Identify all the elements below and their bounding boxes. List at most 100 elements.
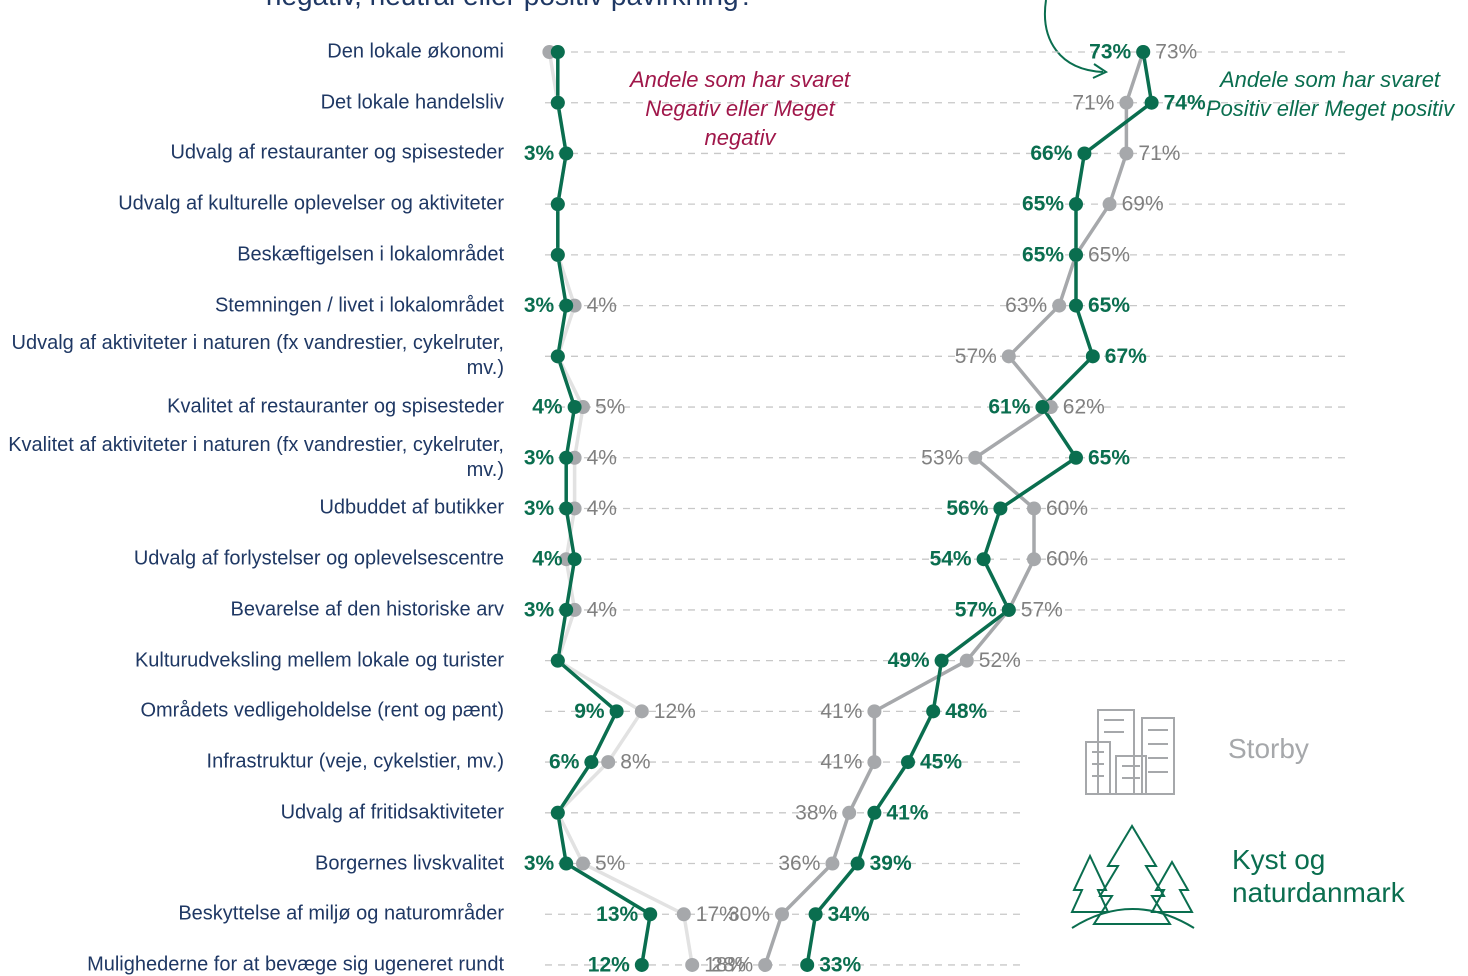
dot <box>584 755 598 769</box>
category-label: Områdets vedligeholdelse (rent og pænt) <box>4 699 504 724</box>
data-label: 41% <box>820 751 862 774</box>
data-label: 12% <box>654 700 696 723</box>
category-label: Udvalg af kulturelle oplevelser og aktiv… <box>4 192 504 217</box>
data-label: 3% <box>524 446 555 469</box>
data-label: 49% <box>888 649 930 672</box>
dot <box>842 806 856 820</box>
data-label: 34% <box>828 903 870 926</box>
data-label: 4% <box>532 396 563 419</box>
dot <box>610 704 624 718</box>
data-label: 3% <box>524 142 555 165</box>
city-icon <box>1086 710 1174 794</box>
data-label: 54% <box>930 548 972 571</box>
dot <box>559 603 573 617</box>
dot <box>1002 349 1016 363</box>
dot <box>1069 248 1083 262</box>
dot <box>775 907 789 921</box>
dot <box>551 197 565 211</box>
negative-annotation: Andele som har svaret Negativ eller Mege… <box>610 65 870 152</box>
data-label: 56% <box>946 497 988 520</box>
data-label: 4% <box>587 446 617 469</box>
dot <box>1119 146 1133 160</box>
data-label: 65% <box>1088 294 1130 317</box>
data-label: 9% <box>574 700 605 723</box>
dot <box>935 654 949 668</box>
data-label: 8% <box>620 751 650 774</box>
nature-icon <box>1072 826 1194 928</box>
data-label: 4% <box>532 548 563 571</box>
dot <box>551 806 565 820</box>
data-label: 60% <box>1046 497 1088 520</box>
dot <box>1119 96 1133 110</box>
dot <box>1002 603 1016 617</box>
data-label: 3% <box>524 852 555 875</box>
dot <box>926 704 940 718</box>
data-label: 73% <box>1089 41 1131 64</box>
dot <box>635 958 649 972</box>
dot <box>601 755 615 769</box>
legend-entry: Kyst og naturdanmark <box>1232 843 1462 909</box>
data-label: 48% <box>945 700 987 723</box>
dot <box>559 451 573 465</box>
data-label: 57% <box>955 345 997 368</box>
data-label: 74% <box>1164 91 1206 114</box>
data-label: 3% <box>524 294 555 317</box>
category-label: Beskæftigelsen i lokalområdet <box>4 242 504 267</box>
data-label: 5% <box>595 852 625 875</box>
dot <box>643 907 657 921</box>
dot <box>1069 451 1083 465</box>
data-label: 4% <box>587 294 617 317</box>
data-label: 6% <box>549 751 580 774</box>
category-label: Borgernes livskvalitet <box>4 851 504 876</box>
chart: 4%5%4%4%4%12%8%5%17%18%3%3%4%3%3%4%3%9%6… <box>0 0 1468 976</box>
dot <box>677 907 691 921</box>
legend-entry: Storby <box>1228 732 1309 765</box>
dot <box>968 451 982 465</box>
dot <box>758 958 772 972</box>
dot <box>635 704 649 718</box>
data-label: 73% <box>1155 41 1197 64</box>
data-label: 69% <box>1122 193 1164 216</box>
dot <box>1086 349 1100 363</box>
data-label: 65% <box>1088 243 1130 266</box>
data-label: 33% <box>819 954 861 976</box>
dot <box>1027 501 1041 515</box>
dot <box>551 96 565 110</box>
category-label: Kvalitet af aktiviteter i naturen (fx va… <box>4 433 504 483</box>
dot <box>809 907 823 921</box>
data-label: 30% <box>728 903 770 926</box>
dot <box>1077 146 1091 160</box>
data-label: 63% <box>1005 294 1047 317</box>
data-label: 3% <box>524 598 555 621</box>
category-label: Beskyttelse af miljø og naturområder <box>4 902 504 927</box>
dot <box>993 501 1007 515</box>
category-label: Bevarelse af den historiske arv <box>4 597 504 622</box>
dot <box>867 755 881 769</box>
category-label: Udvalg af fritidsaktiviteter <box>4 800 504 825</box>
dot <box>559 299 573 313</box>
data-label: 62% <box>1063 396 1105 419</box>
dot <box>851 857 865 871</box>
data-label: 28% <box>711 954 753 976</box>
dot <box>901 755 915 769</box>
category-label: Udvalg af aktiviteter i naturen (fx vand… <box>4 331 504 381</box>
dot <box>800 958 814 972</box>
dot <box>960 654 974 668</box>
dot <box>1069 197 1083 211</box>
dot <box>867 704 881 718</box>
dot <box>551 349 565 363</box>
data-label: 4% <box>587 497 617 520</box>
dot <box>977 552 991 566</box>
data-label: 65% <box>1022 193 1064 216</box>
dot <box>1035 400 1049 414</box>
data-label: 38% <box>795 801 837 824</box>
data-label: 52% <box>979 649 1021 672</box>
dot <box>1052 299 1066 313</box>
data-label: 67% <box>1105 345 1147 368</box>
data-label: 53% <box>921 446 963 469</box>
data-label: 71% <box>1138 142 1180 165</box>
data-label: 57% <box>1021 598 1063 621</box>
data-label: 12% <box>588 954 630 976</box>
data-label: 13% <box>596 903 638 926</box>
data-label: 66% <box>1030 142 1072 165</box>
